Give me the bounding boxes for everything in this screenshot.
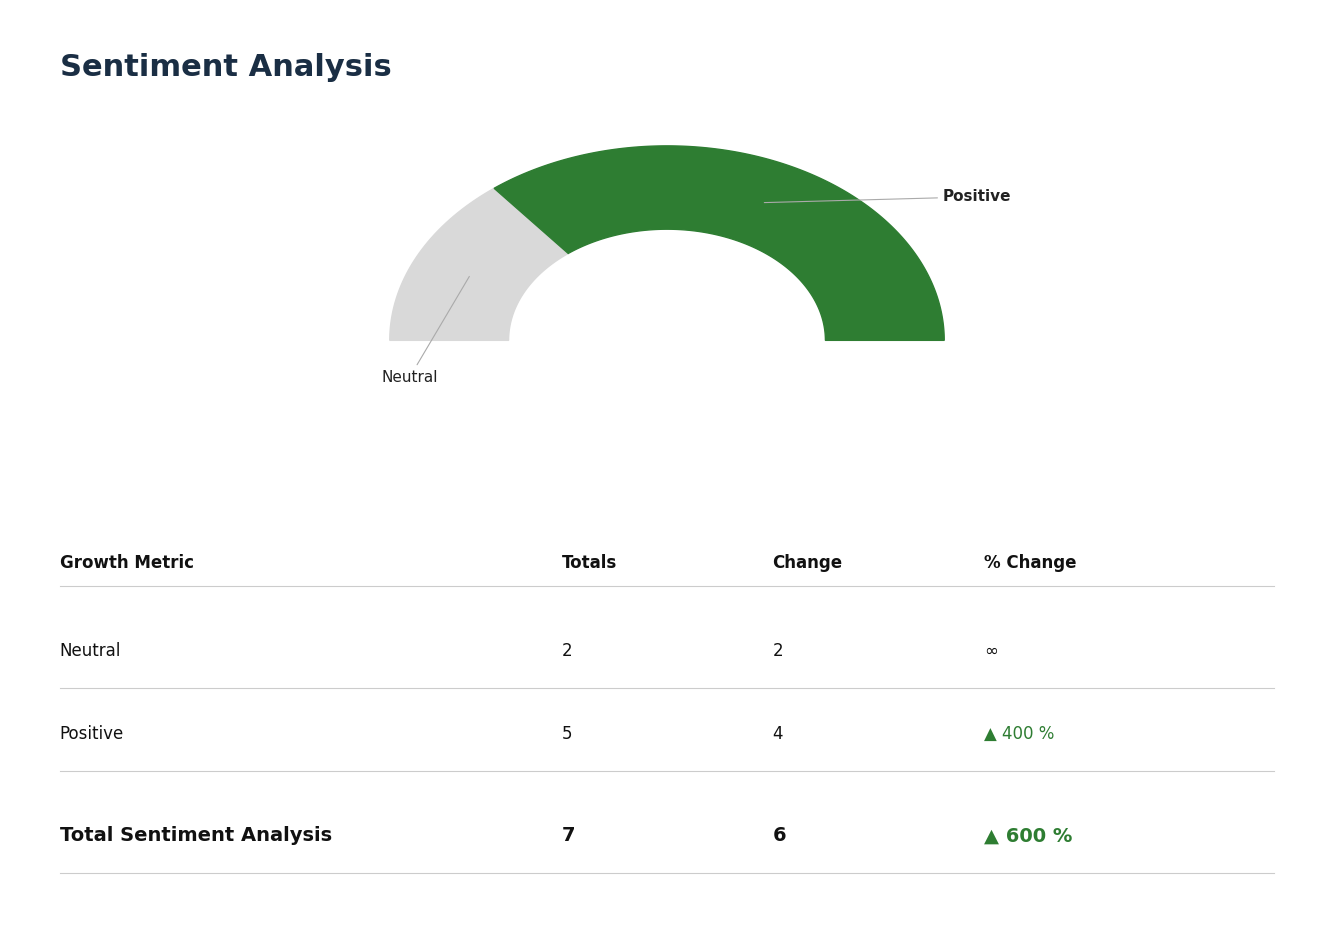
Text: Change: Change	[772, 554, 843, 572]
Text: % Change: % Change	[984, 554, 1077, 572]
Text: 7: 7	[562, 826, 575, 845]
Text: 2: 2	[772, 642, 783, 660]
Text: Total Sentiment Analysis: Total Sentiment Analysis	[60, 826, 332, 845]
Text: Totals: Totals	[562, 554, 616, 572]
Polygon shape	[390, 188, 568, 340]
Text: 6: 6	[772, 826, 786, 845]
Polygon shape	[494, 146, 944, 340]
Text: Neutral: Neutral	[60, 642, 121, 660]
Text: 2: 2	[562, 642, 572, 660]
Text: Positive: Positive	[60, 725, 124, 743]
Text: Neutral: Neutral	[382, 276, 470, 384]
Text: 5: 5	[562, 725, 572, 743]
Text: 4: 4	[772, 725, 783, 743]
Text: ▲ 600 %: ▲ 600 %	[984, 826, 1073, 845]
Text: Growth Metric: Growth Metric	[60, 554, 193, 572]
Text: Sentiment Analysis: Sentiment Analysis	[60, 54, 391, 83]
Text: Positive: Positive	[764, 189, 1011, 204]
Text: ∞: ∞	[984, 642, 998, 660]
Text: ▲ 400 %: ▲ 400 %	[984, 725, 1054, 743]
